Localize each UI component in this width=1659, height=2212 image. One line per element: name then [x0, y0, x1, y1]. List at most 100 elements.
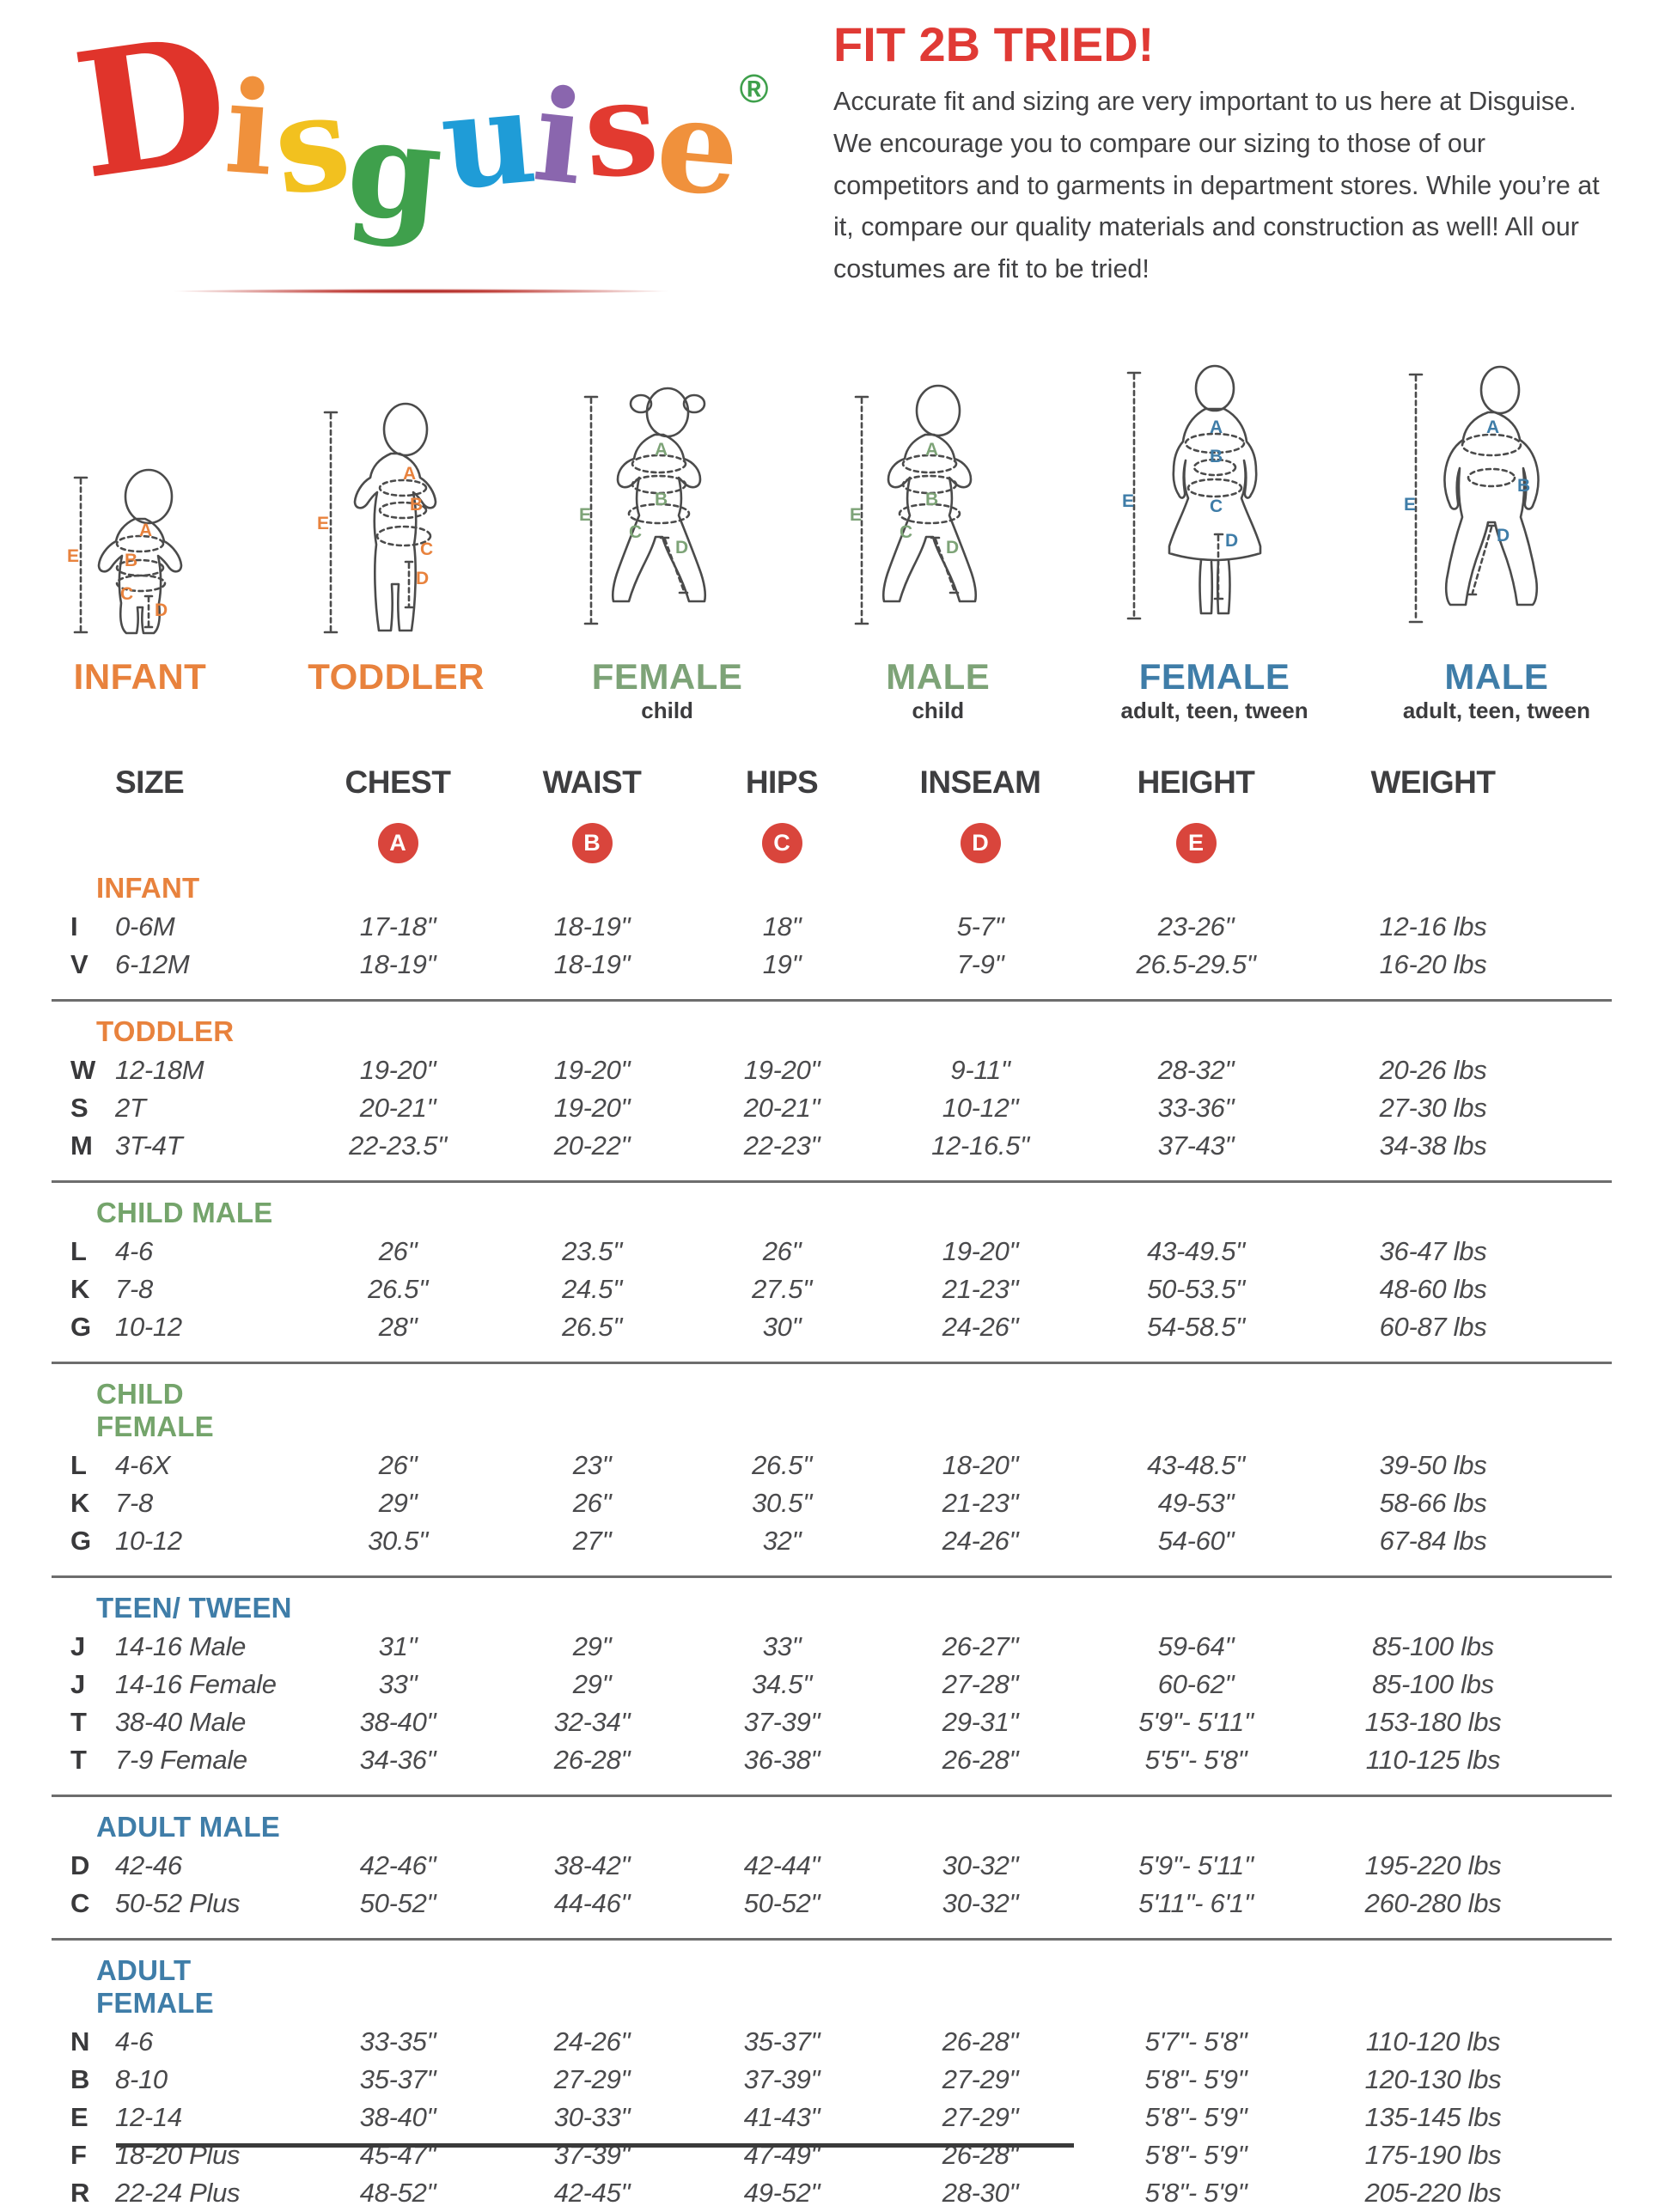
header: Disguise® FIT 2B TRIED! Accurate fit and… [0, 0, 1659, 299]
logo-underline [172, 289, 670, 294]
label-b: B [1210, 447, 1223, 466]
toddler-silhouette-image: A B C D E [317, 402, 436, 634]
column-header-weight: WEIGHT [1370, 765, 1496, 800]
label-b: B [655, 490, 668, 509]
label-e: E [67, 546, 79, 566]
label-a: A [655, 440, 668, 460]
figure-male-child: A B C D E MALE child [850, 333, 1026, 728]
table-row: N 4-6 33-35" 24-26" 35-37" 26-28" 5'7"- 5'8"… [70, 2026, 1501, 2057]
table-row: L 4-6X 26" 23" 26.5" 18-20" 43-48.5" 39-50 lb… [70, 1450, 1487, 1480]
figure-female-adult: A B C D E FEMALE adult, teen, tween [1120, 333, 1308, 728]
figure-infant: A B C D E INFANT [67, 333, 213, 728]
table-row: K 7-8 29" 26" 30.5" 21-23" 49-53" 58-66 lbs [70, 1488, 1487, 1518]
section-title-adult-male: ADULT MALE [96, 1811, 281, 1843]
marker-e: E [1175, 823, 1217, 863]
figure-title: FEMALE [1138, 656, 1290, 697]
label-a: A [139, 521, 152, 540]
label-c: C [900, 522, 912, 542]
figure-female-child: A B C D E FEMALE child [579, 333, 755, 728]
female-child-silhouette-image: A B C D E [579, 387, 707, 625]
logo-letter: s [578, 49, 663, 208]
section-title-adult-female: ADULT FEMALE [96, 1954, 214, 2019]
column-header-waist: WAIST [542, 765, 642, 800]
section-title-child-male: CHILD MALE [96, 1197, 273, 1228]
label-e: E [1404, 495, 1416, 515]
section-divider [52, 1938, 1612, 1941]
column-header-row: SIZE CHEST WAIST HIPS INSEAM HEIGHT WEIG… [52, 765, 1612, 801]
column-header-hips: HIPS [745, 765, 819, 800]
marker-b: B [571, 823, 613, 863]
section-child-female-rows: L 4-6X 26" 23" 26.5" 18-20" 43-48.5" 39-50 lb… [52, 1447, 1612, 1560]
table-row: D 42-46 42-46" 38-42" 42-44" 30-32" 5'9"- 5'… [70, 1850, 1502, 1880]
section-teen-tween-rows: J 14-16 Male 31" 29" 33" 26-27" 59-64" 85-100… [52, 1628, 1612, 1779]
table-row: G 10-12 30.5" 27" 32" 24-26" 54-60" 67-84 lbs [70, 1526, 1487, 1556]
figure-title: MALE [886, 656, 991, 697]
logo-letter: e [650, 68, 747, 226]
table-row: W 12-18M 19-20" 19-20" 19-20" 9-11" 28-32" 20… [70, 1055, 1487, 1085]
column-header-chest: CHEST [345, 765, 451, 800]
male-adult-silhouette-image: A B D E [1404, 365, 1540, 624]
label-b: B [410, 495, 423, 515]
section-toddler-rows: W 12-18M 19-20" 19-20" 19-20" 9-11" 28-32" 20… [52, 1051, 1612, 1165]
marker-c: C [761, 823, 802, 863]
section-divider [52, 1180, 1612, 1183]
marker-d: D [960, 823, 1001, 863]
column-header-size: SIZE [115, 765, 185, 800]
female-adult-silhouette-image: A B C D E [1122, 364, 1262, 620]
marker-a: A [377, 823, 418, 863]
size-chart: SIZE CHEST WAIST HIPS INSEAM HEIGHT WEIG… [0, 765, 1659, 2212]
page-title: FIT 2B TRIED! [833, 17, 1155, 71]
section-adult-male-rows: D 42-46 42-46" 38-42" 42-44" 30-32" 5'9"- 5'… [52, 1847, 1612, 1923]
table-row: G 10-12 28" 26.5" 30" 24-26" 54-58.5" 60-87 l… [70, 1312, 1487, 1342]
table-row: S 2T 20-21" 19-20" 20-21" 10-12" 33-36" 27-30… [70, 1093, 1487, 1123]
figure-title: MALE [1444, 656, 1549, 697]
label-d: D [946, 538, 959, 558]
label-d: D [675, 538, 688, 558]
section-divider [52, 999, 1612, 1002]
label-c: C [420, 539, 433, 559]
table-row: C 50-52 Plus 50-52" 44-46" 50-52" 30-32" 5'1… [70, 1888, 1502, 1918]
label-e: E [1122, 491, 1134, 511]
bottom-divider [116, 2143, 1074, 2148]
measurement-figures: A B C D E INFANT A B C D E TODDLER [0, 299, 1659, 728]
logo-letter: u [435, 60, 542, 220]
figure-male-adult: A B D E MALE adult, teen, tween [1403, 333, 1590, 728]
figure-toddler: A B C D E TODDLER [308, 333, 485, 728]
infant-silhouette-image: A B C D E [67, 468, 183, 635]
label-b: B [125, 551, 137, 570]
label-d: D [155, 600, 168, 620]
table-row: M 3T-4T 22-23.5" 20-22" 22-23" 12-16.5" 37-4… [70, 1130, 1487, 1161]
section-child-male-rows: L 4-6 26" 23.5" 26" 19-20" 43-49.5" 36-47 lbs… [52, 1233, 1612, 1346]
figure-subtitle: adult, teen, tween [1402, 698, 1590, 723]
logo-letter: s [265, 63, 357, 225]
figure-title: FEMALE [591, 656, 743, 697]
section-divider [52, 1362, 1612, 1364]
label-d: D [1497, 526, 1510, 545]
label-a: A [403, 464, 416, 484]
label-c: C [120, 584, 133, 604]
figure-title: INFANT [73, 656, 207, 697]
section-divider [52, 1795, 1612, 1797]
label-d: D [1225, 531, 1238, 551]
male-child-silhouette-image: A B C D E [850, 384, 978, 625]
table-row: J 14-16 Female 33" 29" 34.5" 27-28" 60-62" 85… [70, 1669, 1494, 1699]
label-a: A [1486, 417, 1499, 437]
section-title-toddler: TODDLER [96, 1015, 235, 1047]
table-row: T 38-40 Male 38-40" 32-34" 37-39" 29-31" 5'9… [70, 1707, 1502, 1737]
table-row: V 6-12M 18-19" 18-19" 19" 7-9" 26.5-29.5" 16-… [70, 949, 1487, 979]
column-header-inseam: INSEAM [919, 765, 1041, 800]
figure-title: TODDLER [308, 656, 485, 697]
figure-subtitle: adult, teen, tween [1120, 698, 1308, 723]
label-b: B [1517, 476, 1530, 496]
section-title-child-female: CHILD FEMALE [96, 1378, 214, 1442]
table-row: T 7-9 Female 34-36" 26-28" 36-38" 26-28" 5'5… [70, 1745, 1501, 1775]
table-row: F 18-20 Plus 45-47" 37-39" 47-49" 26-28" 5'8… [70, 2140, 1502, 2170]
logo-letter: D [64, 0, 240, 218]
intro-text: Accurate fit and sizing are very importa… [833, 87, 1600, 284]
section-title-infant: INFANT [96, 872, 200, 904]
label-d: D [416, 569, 429, 588]
table-row: J 14-16 Male 31" 29" 33" 26-27" 59-64" 85-100… [70, 1631, 1494, 1661]
table-row: K 7-8 26.5" 24.5" 27.5" 21-23" 50-53.5" 48-60… [70, 1274, 1487, 1304]
disguise-logo: Disguise® [64, 0, 768, 253]
label-b: B [925, 490, 938, 509]
